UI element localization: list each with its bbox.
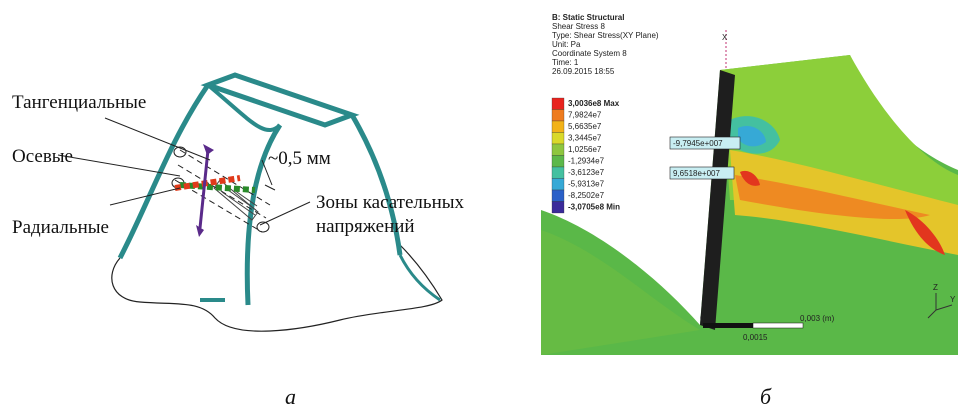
probe-min: -9,7945e+007 <box>673 139 723 148</box>
legend-swatch <box>552 156 564 168</box>
header-line: Coordinate System 8 <box>552 49 627 58</box>
label-zones-1: Зоны касательных <box>316 192 465 213</box>
legend-label: 3,0036e8 Max <box>568 99 620 108</box>
legend-swatch <box>552 133 564 145</box>
header-line: B: Static Structural <box>552 13 624 22</box>
label-zones-2: напряжений <box>316 216 415 237</box>
header-line: Unit: Pa <box>552 40 581 49</box>
legend-label: -5,9313e7 <box>568 180 605 189</box>
label-tangential: Тангенциальные <box>12 92 146 113</box>
legend-swatch <box>552 202 564 214</box>
scale-mid: 0,0015 <box>743 333 768 342</box>
legend-label: -1,2934e7 <box>568 157 605 166</box>
page: {"panel_a":{"labels":{"tangential":"Танг… <box>0 0 960 412</box>
legend-label: 7,9824e7 <box>568 111 602 120</box>
legend-swatch <box>552 110 564 122</box>
scale-zero: 0 <box>700 314 705 323</box>
legend-swatch <box>552 179 564 191</box>
label-radial: Радиальные <box>12 217 109 238</box>
legend-label: 1,0256e7 <box>568 145 602 154</box>
caption-b: б <box>760 384 772 409</box>
figure: Тангенциальные Осевые Радиальные ~0,5 мм… <box>0 0 960 412</box>
axis-z: Z <box>933 283 938 292</box>
header-line: Time: 1 <box>552 58 579 67</box>
legend-swatch <box>552 167 564 179</box>
label-axial: Осевые <box>12 146 73 167</box>
probe-max: 9,6518e+007 <box>673 169 720 178</box>
header-line: Shear Stress 8 <box>552 22 605 31</box>
scale-end: 0,003 (m) <box>800 314 835 323</box>
legend-label: 3,3445e7 <box>568 134 602 143</box>
legend-label: -3,0705e8 Min <box>568 203 620 212</box>
header-line: Type: Shear Stress(XY Plane) <box>552 31 659 40</box>
legend-swatch <box>552 144 564 156</box>
tooth-diagram: Тангенциальные Осевые Радиальные ~0,5 мм… <box>12 75 465 409</box>
legend-swatch <box>552 98 564 110</box>
legend-label: 5,6635e7 <box>568 122 602 131</box>
label-depth: ~0,5 мм <box>268 148 331 169</box>
caption-a: а <box>285 384 296 409</box>
axis-x: X <box>722 33 728 42</box>
legend-swatch <box>552 121 564 133</box>
legend-label: -8,2502e7 <box>568 191 605 200</box>
legend-swatch <box>552 190 564 202</box>
legend-label: -3,6123e7 <box>568 168 605 177</box>
header-line: 26.09.2015 18:55 <box>552 67 615 76</box>
axis-y: Y <box>950 295 956 304</box>
